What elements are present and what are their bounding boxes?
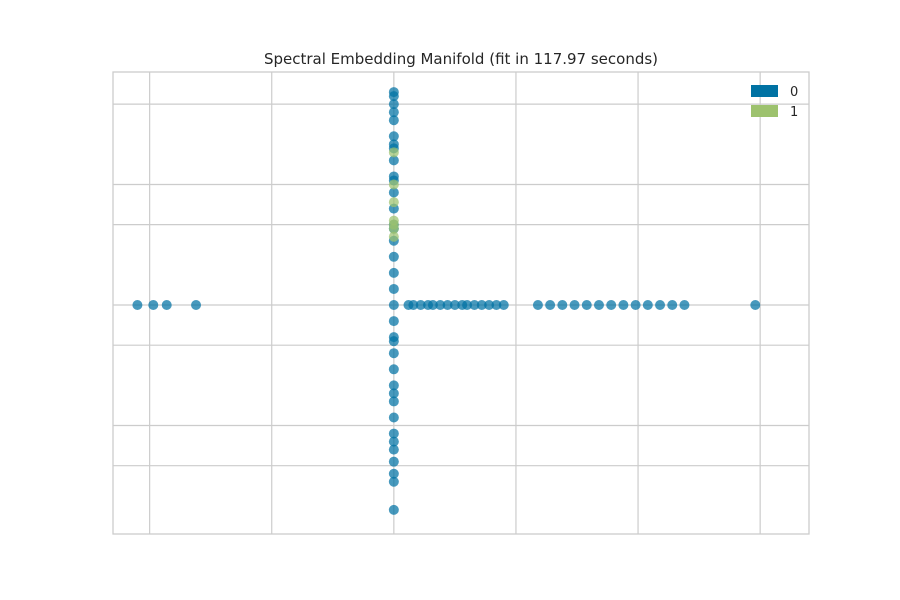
point-series-1-2: [388, 197, 399, 208]
point-series-0-41: [408, 300, 419, 311]
plot-frame: [112, 71, 810, 535]
point-series-1-1: [388, 179, 399, 190]
point-series-0-44: [427, 300, 438, 311]
point-series-0-67: [679, 300, 690, 311]
point-series-0-29: [388, 468, 399, 479]
legend-label-0: 0: [790, 85, 798, 100]
point-series-1-6: [388, 231, 399, 242]
point-series-0-18: [388, 300, 399, 311]
point-series-0-0: [132, 300, 143, 311]
point-series-1-0: [388, 147, 399, 158]
point-series-0-17: [388, 283, 399, 294]
point-series-0-49: [462, 300, 473, 311]
point-series-0-28: [388, 456, 399, 467]
point-series-0-19: [388, 316, 399, 327]
point-series-0-9: [388, 155, 399, 166]
point-series-0-57: [557, 300, 568, 311]
point-series-0-59: [581, 300, 592, 311]
point-series-0-38: [388, 388, 399, 399]
point-series-0-23: [388, 380, 399, 391]
point-series-0-22: [388, 364, 399, 375]
legend: 01: [751, 85, 798, 120]
point-series-0-64: [642, 300, 653, 311]
point-series-0-47: [449, 300, 460, 311]
point-series-0-56: [545, 300, 556, 311]
data-points: [132, 87, 761, 515]
point-series-0-24: [388, 396, 399, 407]
point-series-0-55: [532, 300, 543, 311]
point-series-0-52: [484, 300, 495, 311]
point-series-0-11: [388, 187, 399, 198]
point-series-0-61: [606, 300, 617, 311]
legend-swatch-1: [751, 105, 778, 117]
point-series-0-39: [388, 436, 399, 447]
point-series-0-32: [388, 91, 399, 102]
point-series-0-50: [469, 300, 480, 311]
point-series-0-6: [388, 115, 399, 126]
point-series-0-68: [750, 300, 761, 311]
point-series-0-3: [191, 300, 202, 311]
point-series-0-60: [593, 300, 604, 311]
point-series-0-53: [491, 300, 502, 311]
point-series-0-33: [388, 107, 399, 118]
point-series-0-37: [388, 336, 399, 347]
point-series-0-15: [388, 251, 399, 262]
point-series-0-31: [388, 504, 399, 515]
point-series-0-42: [415, 300, 426, 311]
point-series-0-65: [655, 300, 666, 311]
point-series-0-27: [388, 444, 399, 455]
point-series-0-54: [498, 300, 509, 311]
point-series-0-1: [148, 300, 159, 311]
point-series-0-21: [388, 348, 399, 359]
point-series-0-62: [618, 300, 629, 311]
point-series-1-5: [388, 223, 399, 234]
point-series-0-16: [388, 267, 399, 278]
legend-label-1: 1: [790, 105, 798, 120]
point-series-0-66: [667, 300, 678, 311]
point-series-0-7: [388, 131, 399, 142]
point-series-0-2: [161, 300, 172, 311]
point-series-0-51: [476, 300, 487, 311]
point-series-0-26: [388, 428, 399, 439]
legend-swatch-0: [751, 85, 778, 97]
point-series-0-45: [435, 300, 446, 311]
chart-title: Spectral Embedding Manifold (fit in 117.…: [264, 50, 658, 68]
point-series-0-25: [388, 412, 399, 423]
point-series-0-63: [630, 300, 641, 311]
point-series-0-58: [569, 300, 580, 311]
point-series-0-30: [388, 476, 399, 487]
point-series-0-5: [388, 99, 399, 110]
point-series-0-46: [442, 300, 453, 311]
point-series-0-34: [388, 139, 399, 150]
